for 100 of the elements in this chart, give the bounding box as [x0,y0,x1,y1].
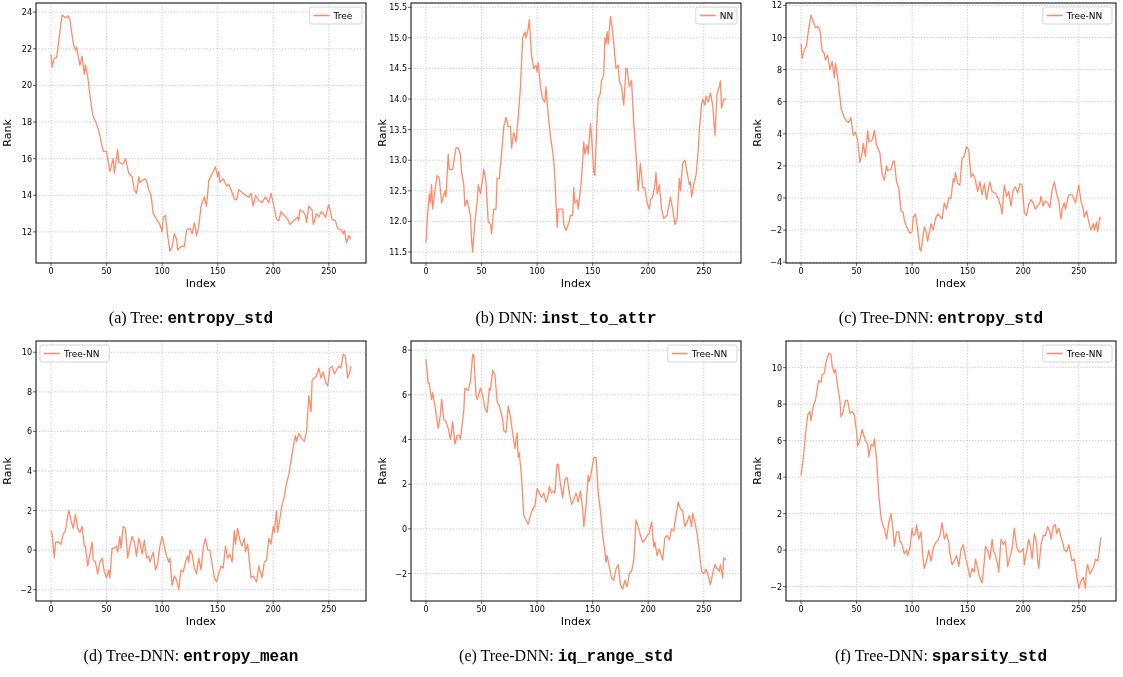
x-tick-label: 100 [904,605,920,614]
y-axis-title: Rank [1,118,14,147]
y-tick-label: 20 [21,81,32,91]
text: (d) Tree-DNN: entropy_mean [83,647,299,666]
x-tick-label: 250 [696,267,712,276]
y-tick-label: 2 [776,509,782,519]
y-axis-title: Rank [751,456,764,485]
x-tick-label: 150 [960,605,976,614]
y-tick-label: −4 [770,258,782,268]
y-tick-label: 16 [21,154,32,164]
x-tick-label: 200 [640,267,656,276]
y-tick-label: 8 [26,387,32,397]
x-tick-label: 250 [321,605,337,614]
y-tick-label: 11.5 [389,247,407,257]
x-tick-label: 50 [476,605,487,614]
y-tick-label: 10 [21,348,32,358]
y-tick-label: 15.0 [389,33,407,43]
y-tick-label: 2 [26,506,32,516]
y-tick-label: 14.0 [389,95,407,105]
x-tick-label: 200 [640,605,656,614]
y-tick-label: 24 [21,8,32,18]
text: (f) Tree-DNN: sparsity_std [834,647,1048,666]
x-tick-label: 200 [265,605,281,614]
y-tick-label: 12.5 [389,186,407,196]
legend-label: NN [719,11,734,21]
x-tick-label: 150 [585,605,601,614]
x-axis-title: Index [560,277,592,290]
y-tick-label: 15.5 [389,3,407,13]
x-tick-label: 250 [696,605,712,614]
line-series [800,14,1102,252]
x-tick-label: 150 [960,267,976,276]
x-tick-label: 50 [476,267,487,276]
y-tick-label: 13.0 [389,156,407,166]
y-axis-title: Rank [376,456,389,485]
y-tick-label: 0 [26,546,32,556]
x-tick-label: 100 [904,267,920,276]
y-tick-label: −2 [20,585,32,595]
y-tick-label: 6 [26,427,32,437]
y-tick-label: 4 [26,467,32,476]
legend-label: Tree-NN [63,349,100,359]
x-tick-label: 150 [585,267,601,276]
x-tick-label: 200 [1015,267,1031,276]
y-tick-label: 14 [21,191,32,201]
x-tick-label: 250 [1071,267,1087,276]
y-tick-label: 14.5 [389,64,407,74]
x-tick-label: 100 [529,605,545,614]
y-tick-label: 8 [776,65,782,75]
x-tick-label: 50 [851,267,862,276]
y-axis-title: Rank [751,118,764,147]
y-tick-label: 22 [21,44,32,54]
x-tick-label: 200 [265,267,281,276]
x-tick-label: 0 [423,605,429,614]
y-tick-label: 8 [401,346,407,356]
text: (c) Tree-DNN: entropy_std [838,309,1044,328]
y-tick-label: 0 [401,524,407,534]
y-tick-label: 6 [776,436,782,446]
y-tick-label: 18 [21,118,32,128]
x-tick-label: 150 [210,605,226,614]
x-tick-label: 50 [851,605,862,614]
y-tick-label: −2 [395,569,407,579]
text: (e) Tree-DNN: iq_range_std [459,647,673,666]
x-tick-label: 200 [1015,605,1031,614]
y-tick-label: 6 [401,390,407,400]
x-tick-label: 0 [423,267,429,276]
legend-label: Tree-NN [690,349,728,359]
line-series [50,14,352,252]
y-tick-label: 2 [776,161,782,171]
x-tick-label: 0 [798,267,804,276]
x-tick-label: 100 [154,267,170,276]
x-tick-label: 250 [1071,605,1087,614]
y-tick-label: 10 [771,363,782,373]
y-tick-label: 6 [776,97,782,107]
y-tick-label: 0 [776,546,782,556]
y-tick-label: 2 [401,480,407,490]
x-axis-title: Index [185,277,217,290]
legend-label: Tree-NN [1065,11,1103,21]
y-tick-label: 13.5 [389,125,407,135]
x-axis-title: Index [935,615,967,628]
text: (a) Tree: entropy_std [108,309,274,328]
y-tick-label: 0 [776,194,782,203]
x-tick-label: 150 [210,267,226,276]
x-axis-title: Index [560,615,592,628]
x-tick-label: 100 [154,605,170,614]
y-tick-label: 4 [776,473,782,483]
x-tick-label: 100 [529,267,545,276]
text: (b) DNN: inst_to_attr [475,309,657,328]
y-axis-title: Rank [1,456,14,485]
legend-label: Tree [332,11,353,21]
y-tick-label: −2 [770,226,782,236]
legend-label: Tree-NN [1065,349,1103,359]
x-tick-label: 0 [48,605,54,614]
y-tick-label: 4 [776,129,782,139]
x-tick-label: 50 [101,605,112,614]
y-tick-label: 12 [771,1,782,11]
x-tick-label: 0 [798,605,804,614]
line-series [800,352,1102,590]
y-tick-label: −2 [770,582,782,592]
x-axis-title: Index [185,615,217,628]
x-tick-label: 250 [321,267,337,276]
y-tick-label: 10 [771,33,782,43]
